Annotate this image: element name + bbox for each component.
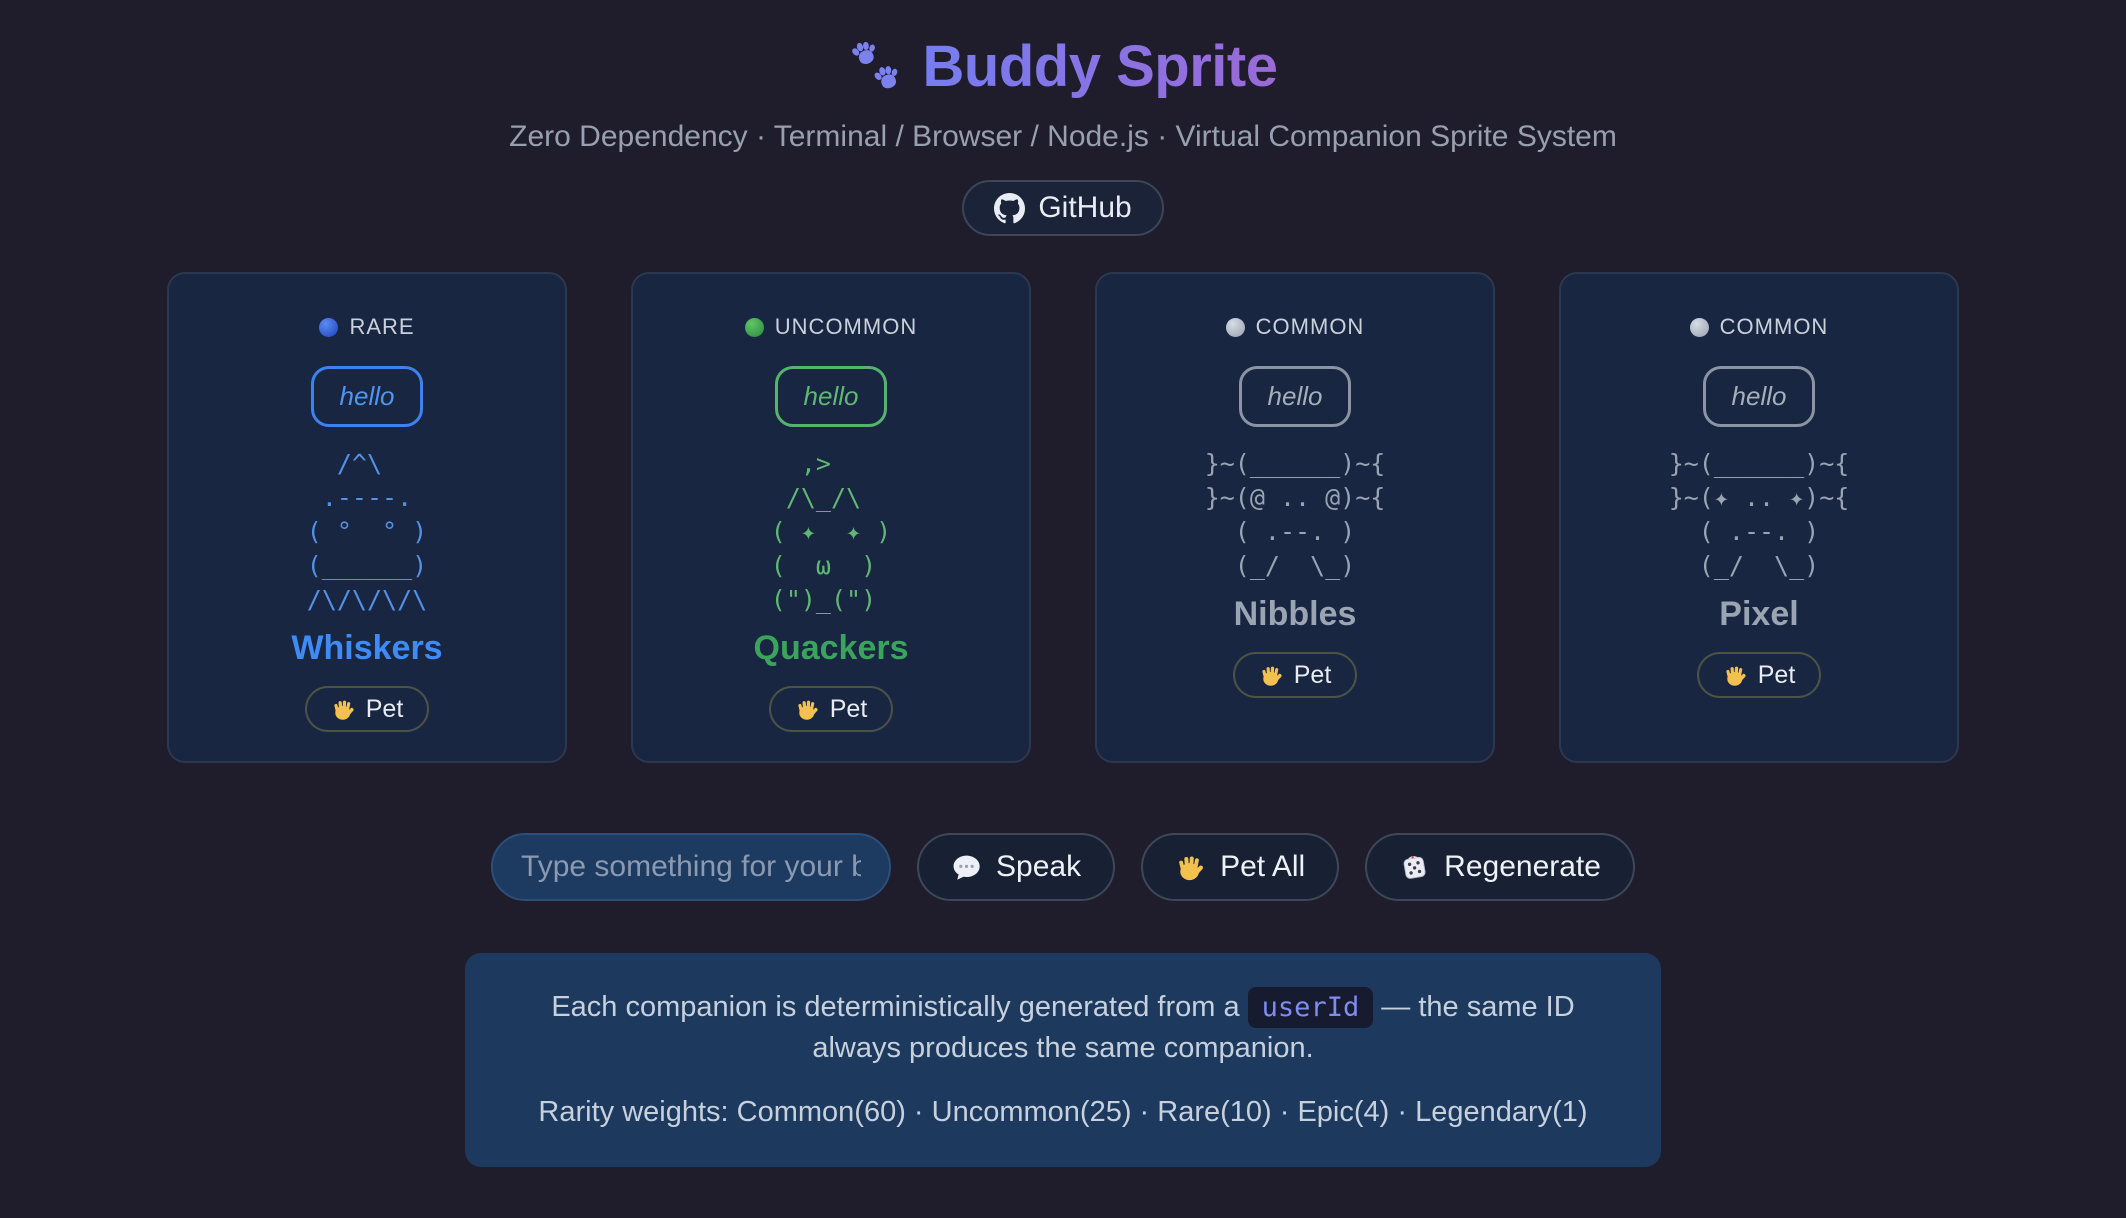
paw-prints-icon [848,38,903,92]
page-header: Buddy Sprite [0,30,2126,102]
speech-balloon-icon [953,855,980,880]
regenerate-button[interactable]: Regenerate [1365,833,1635,901]
companion-cards: RARE hello /^\ .----. ( ° ° ) (______) /… [0,272,2126,763]
pet-button[interactable]: Pet [304,686,430,732]
pet-button[interactable]: Pet [1232,652,1358,698]
userid-code: userId [1247,987,1374,1028]
github-button[interactable]: GitHub [962,180,1164,236]
rarity-label: COMMON [1255,314,1365,339]
speech-text: hello [1267,381,1323,411]
speech-bubble: hello [1702,366,1816,427]
controls-bar: Speak Pet All Regenerate [0,833,2126,901]
rarity-dot-icon [1689,317,1709,337]
github-label: GitHub [1038,191,1132,224]
ascii-art: }~(______)~{ }~(✦ .. ✦)~{ ( .--. ) (_/ \… [1668,449,1850,580]
rarity-label: COMMON [1719,314,1829,339]
info-sentence: Each companion is deterministically gene… [509,987,1617,1068]
pet-button[interactable]: Pet [768,686,894,732]
rarity-dot-icon [744,317,764,337]
ascii-art: }~(______)~{ }~(@ .. @)~{ ( .--. ) (_/ \… [1204,449,1386,580]
hand-icon [1178,855,1205,880]
companion-card-pixel: COMMON hello }~(______)~{ }~(✦ .. ✦)~{ (… [1559,272,1959,763]
rarity-badge: RARE [169,314,565,340]
hand-icon [797,700,819,720]
pet-button[interactable]: Pet [1696,652,1822,698]
rarity-badge: COMMON [1097,314,1493,340]
rarity-dot-icon [319,317,339,337]
hand-icon [1725,666,1747,686]
page-subtitle: Zero Dependency · Terminal / Browser / N… [509,120,1617,153]
companion-name: Pixel [1719,595,1799,633]
pet-label: Pet [1757,660,1796,689]
hand-icon [1261,666,1283,686]
regenerate-label: Regenerate [1444,850,1601,883]
buddy-sprite-page: Buddy Sprite Zero Dependency · Terminal … [0,30,2126,1167]
speak-label: Speak [996,850,1082,883]
companion-name: Whiskers [291,629,443,667]
speech-text: hello [803,381,859,411]
speech-text: hello [1731,381,1787,411]
companion-card-nibbles: COMMON hello }~(______)~{ }~(@ .. @)~{ (… [1095,272,1495,763]
companion-card-whiskers: RARE hello /^\ .----. ( ° ° ) (______) /… [167,272,567,763]
rarity-label: RARE [349,314,415,339]
dice-icon [1403,855,1426,879]
info-sentence-end: — the same ID always produces the same c… [812,991,1575,1064]
companion-card-quackers: UNCOMMON hello ,> /\_/\ ( ✦ ✦ ) ( ω ) ("… [631,272,1031,763]
rarity-label: UNCOMMON [774,314,918,339]
info-panel: Each companion is deterministically gene… [465,953,1661,1167]
rarity-weights: Rarity weights: Common(60) · Uncommon(25… [538,1096,1588,1129]
rarity-badge: COMMON [1561,314,1957,340]
pet-label: Pet [1293,660,1332,689]
companion-name: Nibbles [1233,595,1357,633]
pet-all-label: Pet All [1220,850,1306,883]
page-title: Buddy Sprite [922,33,1278,99]
speech-bubble: hello [310,366,424,427]
pet-label: Pet [829,694,868,723]
info-sentence-start: Each companion is deterministically gene… [551,991,1240,1023]
ascii-art: /^\ .----. ( ° ° ) (______) /\/\/\/\ [306,449,428,614]
pet-label: Pet [365,694,404,723]
speech-bubble: hello [774,366,888,427]
companion-name: Quackers [753,629,909,667]
speech-bubble: hello [1238,366,1352,427]
speak-button[interactable]: Speak [917,833,1116,901]
speech-text: hello [339,381,395,411]
pet-all-button[interactable]: Pet All [1141,833,1340,901]
rarity-dot-icon [1225,317,1245,337]
rarity-badge: UNCOMMON [633,314,1029,340]
github-icon [994,192,1026,223]
hand-icon [333,700,355,720]
ascii-art: ,> /\_/\ ( ✦ ✦ ) ( ω ) (")_(") [770,449,892,614]
say-input[interactable] [491,833,892,901]
